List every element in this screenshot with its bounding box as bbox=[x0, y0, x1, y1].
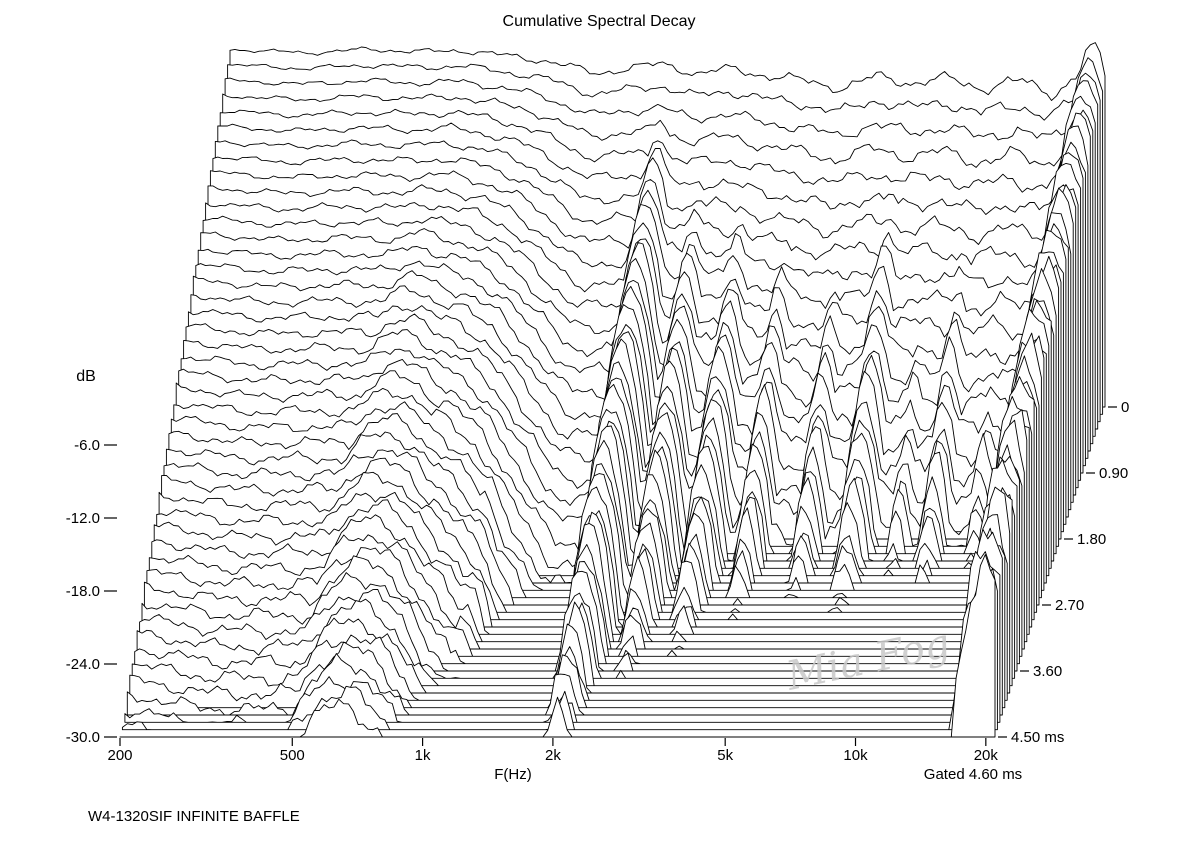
x-tick-label: 5k bbox=[717, 747, 733, 764]
y-tick-label: -30.0 bbox=[66, 729, 100, 746]
x-tick-label: 2k bbox=[545, 747, 561, 764]
time-tick-label: 1.80 bbox=[1077, 531, 1106, 548]
time-tick-label: 0.90 bbox=[1099, 465, 1128, 482]
csd-slice bbox=[126, 528, 1003, 716]
time-tick-label: 0 bbox=[1121, 399, 1129, 416]
y-tick-label: -6.0 bbox=[74, 437, 100, 454]
x-tick-label: 20k bbox=[974, 747, 999, 764]
x-tick-label: 10k bbox=[843, 747, 868, 764]
csd-slice bbox=[129, 527, 1006, 709]
chart-caption: W4-1320SIF INFINITE BAFFLE bbox=[88, 808, 300, 825]
time-tick-label: 3.60 bbox=[1033, 663, 1062, 680]
y-tick-label: -12.0 bbox=[66, 510, 100, 527]
y-tick-label: -18.0 bbox=[66, 583, 100, 600]
freq-axis-title: F(Hz) bbox=[494, 766, 532, 783]
csd-slice bbox=[119, 554, 996, 738]
csd-slice bbox=[121, 568, 998, 731]
axes: 200 500 1k 2k 5k 10k 20k -6.0 -12.0 -18.0 -24.0 -30… bbox=[66, 399, 1130, 764]
watermark-signature: Mia Fog bbox=[782, 620, 955, 700]
time-tick-label: 4.50 ms bbox=[1011, 729, 1064, 746]
chart-title: Cumulative Spectral Decay bbox=[503, 13, 696, 30]
y-tick-label: -24.0 bbox=[66, 656, 100, 673]
gate-label: Gated 4.60 ms bbox=[924, 766, 1022, 783]
x-tick-label: 200 bbox=[107, 747, 132, 764]
time-tick-label: 2.70 bbox=[1055, 597, 1084, 614]
x-tick-label: 1k bbox=[415, 747, 431, 764]
waterfall-slices bbox=[119, 42, 1106, 738]
db-axis-title: dB bbox=[76, 368, 96, 385]
x-tick-label: 500 bbox=[280, 747, 305, 764]
